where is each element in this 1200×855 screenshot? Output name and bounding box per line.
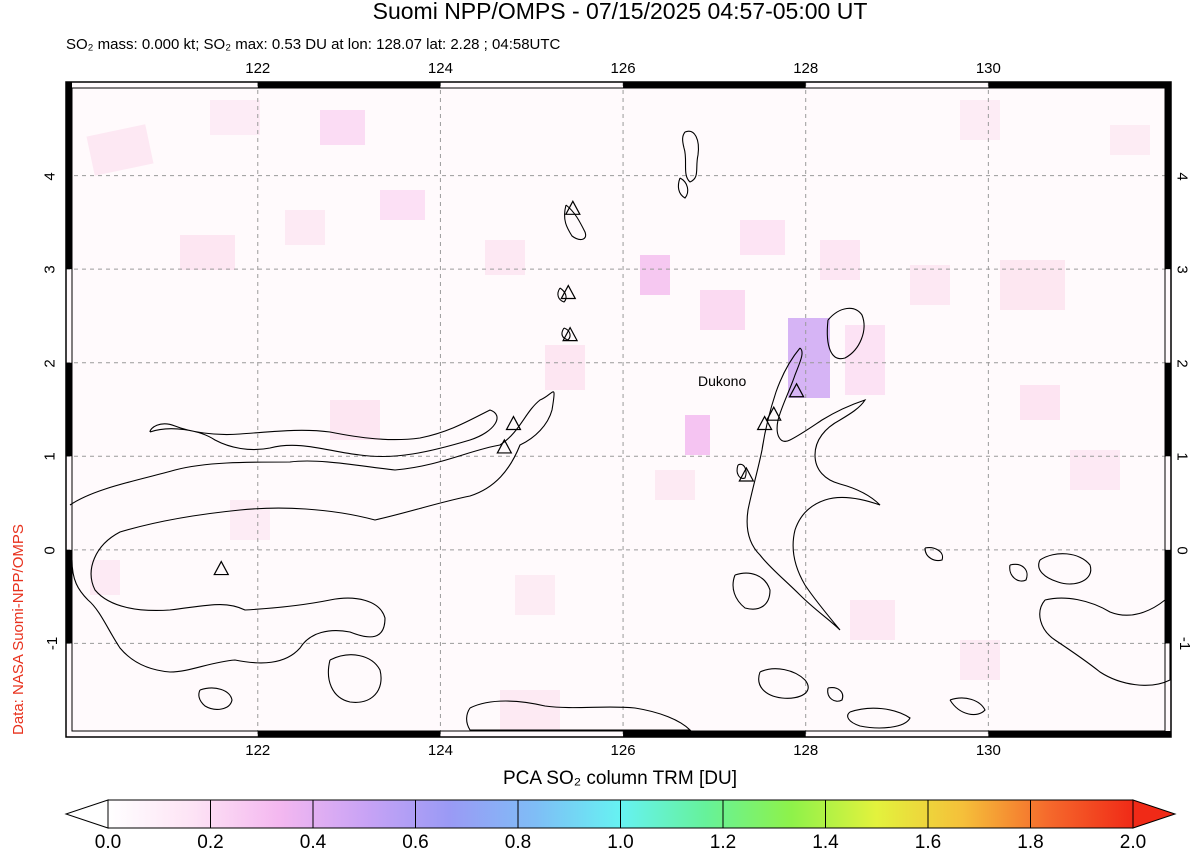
so2-pixels	[86, 100, 1150, 730]
lat-tick-label-left: 0	[41, 546, 59, 555]
colorbar-tick-label: 1.0	[607, 832, 634, 853]
colorbar-tick-label: 1.8	[1017, 832, 1044, 853]
lat-tick-label-right: 2	[1173, 359, 1191, 368]
volcano-markers	[213, 200, 805, 576]
volcano-triangle	[560, 284, 577, 300]
lat-tick-label-right: 4	[1173, 171, 1191, 181]
coastlines	[69, 130, 1171, 731]
lon-tick-label-top: 128	[793, 60, 819, 77]
lon-tick-label-top: 126	[610, 60, 636, 77]
colorbar-tick-label: 2.0	[1119, 832, 1147, 853]
lon-tick-label-top: 130	[975, 60, 1001, 77]
lat-tick-label-right: -1	[1176, 637, 1194, 651]
volcano-triangle	[756, 415, 773, 431]
lon-tick-label-bottom: 130	[975, 742, 1001, 759]
border-block	[257, 731, 441, 737]
lat-tick-label-right: 1	[1173, 452, 1191, 461]
colorbar-tick-label: 1.4	[812, 832, 839, 853]
lat-tick-label-right: 3	[1173, 265, 1191, 274]
volcano-triangle	[213, 560, 230, 576]
border-block	[66, 549, 72, 644]
lon-tick-label-bottom: 122	[245, 742, 271, 759]
colorbar	[64, 799, 1177, 829]
lat-tick-label-right: 0	[1173, 546, 1191, 555]
lat-tick-label-left: 3	[41, 265, 59, 274]
lon-tick-label-bottom: 128	[793, 742, 819, 759]
lon-tick-label-top: 124	[427, 60, 453, 77]
colorbar-tick-label: 0.2	[197, 832, 224, 853]
border-block	[988, 82, 1171, 88]
lat-tick-label-left: 4	[41, 171, 59, 181]
lat-tick-label-left: -1	[44, 637, 62, 651]
lat-tick-label-left: 2	[41, 359, 59, 368]
colorbar-max-arrow	[1132, 799, 1177, 829]
map-title: Suomi NPP/OMPS - 07/15/2025 04:57-05:00 …	[372, 0, 868, 24]
colorbar-min-arrow	[64, 799, 109, 829]
volcano-triangle	[765, 405, 782, 421]
colorbar-title: PCA SO₂ column TRM [DU]	[502, 768, 738, 789]
volcano-label-dukono: Dukono	[698, 373, 747, 389]
colorbar-tick-label: 1.2	[709, 832, 737, 853]
border-block	[623, 82, 806, 88]
volcano-triangle	[788, 382, 805, 398]
lat-tick-label-left: 1	[41, 452, 59, 461]
lon-tick-label-top: 122	[245, 60, 271, 77]
map-panel	[66, 82, 1171, 737]
border-block	[66, 82, 72, 270]
lon-tick-label-bottom: 124	[427, 742, 453, 759]
volcano-triangle	[562, 326, 579, 342]
lon-tick-label-bottom: 126	[610, 742, 636, 759]
border-block	[66, 362, 72, 457]
volcano-triangle	[564, 200, 581, 215]
colorbar-tick-label: 0.6	[402, 832, 429, 853]
border-block	[1165, 549, 1171, 644]
map-subtitle: SO₂ mass: 0.000 kt; SO₂ max: 0.53 DU at …	[66, 36, 561, 53]
border-block	[1165, 82, 1171, 270]
lat-lon-border	[66, 82, 1171, 737]
volcano-triangle	[738, 466, 755, 482]
border-block	[1165, 362, 1171, 457]
border-block	[623, 731, 806, 737]
volcano-triangle	[496, 438, 513, 454]
colorbar-tick-label: 0.0	[94, 832, 122, 853]
graticule	[66, 82, 1171, 737]
colorbar-tick-label: 0.4	[299, 832, 327, 853]
border-block	[257, 82, 441, 88]
border-block	[988, 731, 1171, 737]
colorbar-tick-label: 1.6	[914, 832, 942, 853]
colorbar-tick-label: 0.8	[504, 832, 532, 853]
volcano-triangle	[505, 415, 522, 431]
